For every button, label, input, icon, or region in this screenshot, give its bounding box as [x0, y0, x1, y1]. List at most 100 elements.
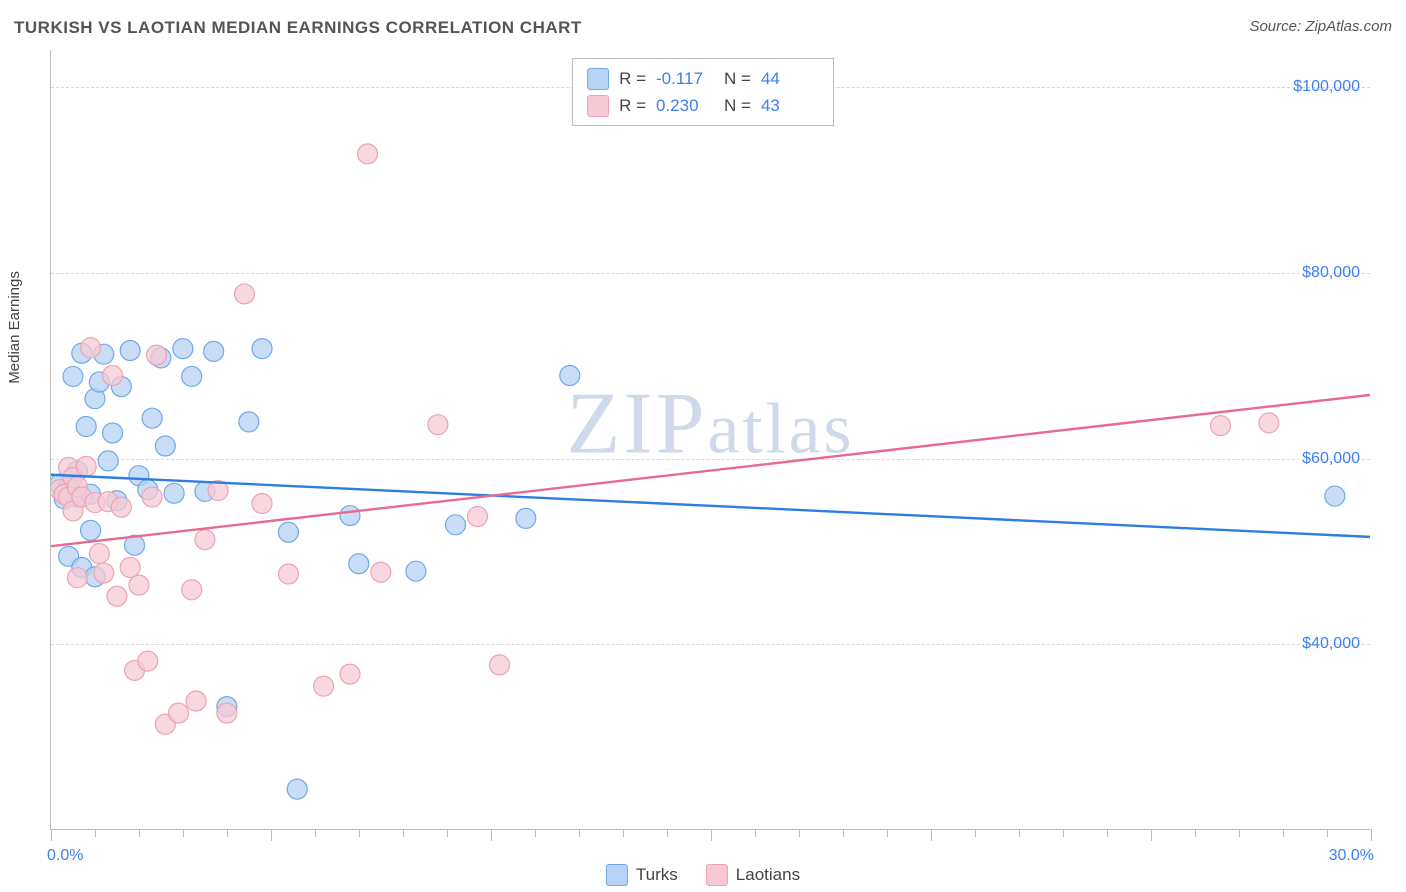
scatter-point	[278, 564, 298, 584]
scatter-point	[81, 520, 101, 540]
scatter-point	[164, 483, 184, 503]
x-tick-minor	[315, 829, 316, 837]
scatter-point	[204, 341, 224, 361]
legend-n-label: N =	[724, 65, 751, 92]
scatter-point	[489, 655, 509, 675]
x-tick-minor	[1327, 829, 1328, 837]
x-tick-minor	[755, 829, 756, 837]
scatter-point	[182, 366, 202, 386]
legend-n-value: 44	[761, 65, 819, 92]
x-tick-minor	[1107, 829, 1108, 837]
legend-n-value: 43	[761, 92, 819, 119]
x-tick-minor	[1283, 829, 1284, 837]
scatter-point	[111, 497, 131, 517]
legend-r-label: R =	[619, 92, 646, 119]
x-tick-minor	[227, 829, 228, 837]
legend-swatch	[706, 864, 728, 886]
scatter-point	[1325, 486, 1345, 506]
trend-line	[51, 475, 1370, 537]
plot-area: ZIPatlas $40,000$60,000$80,000$100,0000.…	[50, 50, 1370, 830]
scatter-point	[287, 779, 307, 799]
legend-r-value: -0.117	[656, 65, 714, 92]
scatter-point	[138, 651, 158, 671]
scatter-point	[467, 506, 487, 526]
x-tick-major	[51, 829, 52, 841]
x-tick-major	[711, 829, 712, 841]
legend-series: Turks Laotians	[606, 864, 800, 886]
x-tick-major	[931, 829, 932, 841]
x-tick-major	[491, 829, 492, 841]
x-tick-minor	[359, 829, 360, 837]
scatter-point	[76, 417, 96, 437]
legend-series-label: Turks	[636, 865, 678, 885]
legend-series-label: Laotians	[736, 865, 800, 885]
x-tick-minor	[1239, 829, 1240, 837]
scatter-point	[63, 366, 83, 386]
scatter-point	[358, 144, 378, 164]
scatter-point	[340, 664, 360, 684]
scatter-point	[103, 423, 123, 443]
legend-r-value: 0.230	[656, 92, 714, 119]
legend-series-item: Turks	[606, 864, 678, 886]
scatter-point	[1211, 416, 1231, 436]
scatter-point	[560, 366, 580, 386]
scatter-point	[89, 544, 109, 564]
title-bar: TURKISH VS LAOTIAN MEDIAN EARNINGS CORRE…	[14, 18, 1392, 46]
x-tick-minor	[975, 829, 976, 837]
x-tick-minor	[447, 829, 448, 837]
scatter-point	[217, 703, 237, 723]
x-min-label: 0.0%	[47, 847, 83, 865]
scatter-point	[239, 412, 259, 432]
legend-swatch	[587, 68, 609, 90]
scatter-point	[195, 530, 215, 550]
scatter-point	[147, 345, 167, 365]
legend-n-label: N =	[724, 92, 751, 119]
scatter-point	[186, 691, 206, 711]
scatter-point	[278, 522, 298, 542]
scatter-point	[252, 494, 272, 514]
x-tick-minor	[579, 829, 580, 837]
chart-container: TURKISH VS LAOTIAN MEDIAN EARNINGS CORRE…	[0, 0, 1406, 892]
scatter-point	[142, 487, 162, 507]
scatter-point	[349, 554, 369, 574]
x-tick-minor	[139, 829, 140, 837]
scatter-point	[252, 339, 272, 359]
y-axis-title: Median Earnings	[6, 271, 23, 384]
scatter-point	[446, 515, 466, 535]
x-tick-minor	[183, 829, 184, 837]
scatter-point	[340, 506, 360, 526]
scatter-point	[98, 451, 118, 471]
x-tick-major	[1151, 829, 1152, 841]
x-tick-minor	[1063, 829, 1064, 837]
x-tick-minor	[799, 829, 800, 837]
scatter-point	[120, 557, 140, 577]
x-max-label: 30.0%	[1329, 847, 1374, 865]
x-tick-minor	[403, 829, 404, 837]
scatter-point	[129, 575, 149, 595]
legend-swatch	[606, 864, 628, 886]
chart-title: TURKISH VS LAOTIAN MEDIAN EARNINGS CORRE…	[14, 18, 582, 37]
scatter-point	[428, 415, 448, 435]
legend-correlation-row: R = -0.117 N = 44	[587, 65, 819, 92]
x-tick-minor	[843, 829, 844, 837]
scatter-point	[155, 436, 175, 456]
scatter-point	[94, 563, 114, 583]
scatter-point	[173, 339, 193, 359]
scatter-point	[169, 703, 189, 723]
scatter-point	[516, 508, 536, 528]
scatter-point	[182, 580, 202, 600]
legend-correlation-row: R = 0.230 N = 43	[587, 92, 819, 119]
legend-r-label: R =	[619, 65, 646, 92]
scatter-point	[120, 340, 140, 360]
x-tick-minor	[667, 829, 668, 837]
scatter-point	[67, 568, 87, 588]
scatter-point	[234, 284, 254, 304]
x-tick-minor	[887, 829, 888, 837]
scatter-point	[81, 338, 101, 358]
legend-swatch	[587, 95, 609, 117]
scatter-point	[76, 456, 96, 476]
x-tick-minor	[1195, 829, 1196, 837]
x-tick-minor	[623, 829, 624, 837]
scatter-point	[371, 562, 391, 582]
x-tick-major	[271, 829, 272, 841]
